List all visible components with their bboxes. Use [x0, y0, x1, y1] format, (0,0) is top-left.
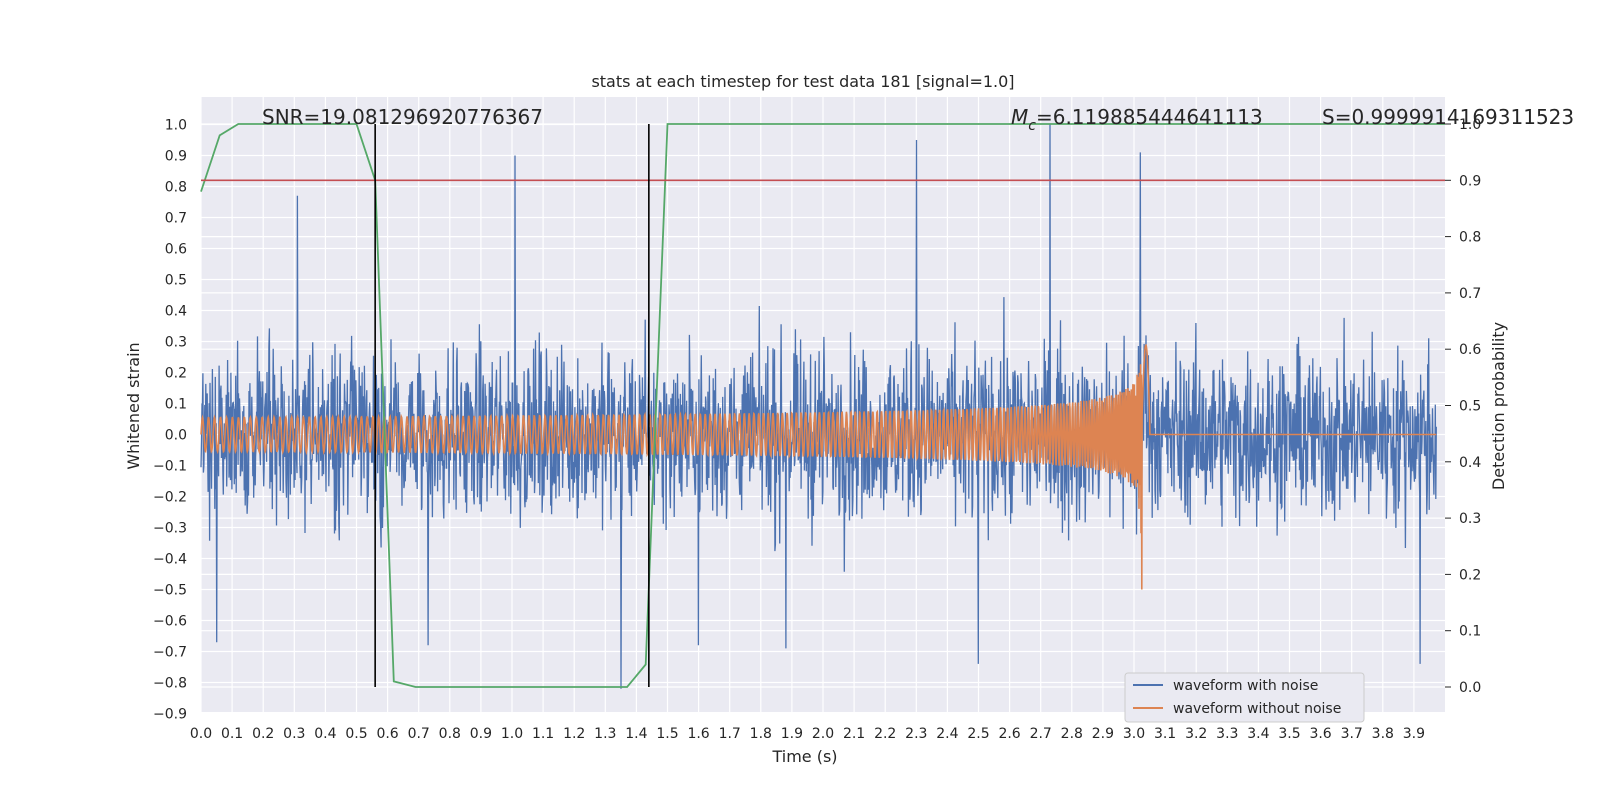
x-tick-label: 2.9 [1092, 726, 1114, 742]
x-tick-label: 2.0 [812, 726, 834, 742]
x-tick-label: 3.4 [1247, 726, 1269, 742]
y-tick-label-left: −0.4 [153, 552, 187, 568]
y-tick-label-right: 0.9 [1459, 173, 1481, 189]
y-tick-label-right: 0.4 [1459, 455, 1481, 471]
y-tick-label-left: 0.4 [165, 304, 187, 320]
x-tick-label: 1.1 [532, 726, 554, 742]
y-tick-label-right: 0.5 [1459, 399, 1481, 415]
x-tick-label: 0.8 [439, 726, 461, 742]
y-tick-label-right: 0.3 [1459, 511, 1481, 527]
chart-title: stats at each timestep for test data 181… [591, 72, 1014, 91]
x-tick-label: 1.9 [781, 726, 803, 742]
x-tick-label: 3.2 [1185, 726, 1207, 742]
legend-box [1124, 672, 1365, 723]
y-tick-label-left: −0.9 [153, 707, 187, 723]
series-detection-probability [200, 123, 1445, 688]
y-tick-label-left: 0.2 [165, 366, 187, 382]
y-tick-label-left: 0.1 [165, 397, 187, 413]
x-tick-label: 1.3 [594, 726, 616, 742]
annotation-snr: SNR=19.081296920776367 [262, 105, 543, 129]
x-tick-label: 3.0 [1123, 726, 1145, 742]
y-tick-label-left: −0.3 [153, 521, 187, 537]
y-tick-label-left: −0.2 [153, 490, 187, 506]
y-tick-label-right: 0.6 [1459, 342, 1481, 358]
x-tick-label: 3.5 [1278, 726, 1300, 742]
x-tick-label: 1.4 [625, 726, 647, 742]
x-tick-label: 2.4 [936, 726, 958, 742]
line-detection-probability [200, 123, 1445, 688]
y-tick-label-left: 0.7 [165, 211, 187, 227]
x-tick-label: 2.6 [998, 726, 1020, 742]
y-tick-label-left: 0.8 [165, 180, 187, 196]
x-tick-label: 1.6 [687, 726, 709, 742]
annotation-chirp-mass: Mc=6.119885444641113 [1011, 105, 1263, 134]
x-tick-label: 1.5 [656, 726, 678, 742]
legend: waveform with noise waveform without noi… [1124, 672, 1365, 723]
legend-label-noise: waveform with noise [1173, 678, 1318, 694]
y-tick-label-right: 0.0 [1459, 680, 1481, 696]
y-axis-label-left: Whitened strain [124, 342, 143, 469]
x-tick-label: 0.6 [376, 726, 398, 742]
y-tick-label-left: −0.7 [153, 645, 187, 661]
x-tick-label: 2.2 [874, 726, 896, 742]
x-tick-label: 2.7 [1030, 726, 1052, 742]
line-waveform-without-noise [200, 344, 1437, 590]
y-tick-label-left: −0.8 [153, 676, 187, 692]
y-tick-label-right: 0.8 [1459, 230, 1481, 246]
y-tick-label-left: 0.5 [165, 273, 187, 289]
x-tick-label: 3.7 [1341, 726, 1363, 742]
x-tick-label: 0.7 [408, 726, 430, 742]
x-tick-label: 2.1 [843, 726, 865, 742]
x-tick-label: 1.7 [719, 726, 741, 742]
y-tick-label-left: −0.6 [153, 614, 187, 630]
x-tick-label: 0.3 [283, 726, 305, 742]
x-tick-label: 0.2 [252, 726, 274, 742]
series-waveform-without-noise [200, 344, 1437, 590]
x-tick-label: 2.3 [905, 726, 927, 742]
y-tick-label-left: 1.0 [165, 118, 187, 134]
y-tick-label-left: 0.6 [165, 242, 187, 258]
x-tick-label: 1.8 [750, 726, 772, 742]
y-tick-label-left: 0.9 [165, 149, 187, 165]
y-tick-label-right: 0.1 [1459, 624, 1481, 640]
y-tick-label-left: 0.0 [165, 428, 187, 444]
y-tick-label-left: −0.5 [153, 583, 187, 599]
x-tick-label: 3.1 [1154, 726, 1176, 742]
axis-ticks: 0.0 0.1 0.2 0.3 0.4 0.5 0.6 0.7 0.8 0.9 1.0 1.1 1.2 1… [153, 117, 1481, 742]
y-tick-label-left: 0.3 [165, 335, 187, 351]
x-axis-label: Time (s) [771, 747, 837, 766]
x-tick-label: 1.0 [501, 726, 523, 742]
x-tick-label: 0.1 [221, 726, 243, 742]
y-tick-label-right: 0.2 [1459, 567, 1481, 583]
x-tick-label: 3.8 [1372, 726, 1394, 742]
annotation-score: S=0.9999914169311523 [1322, 105, 1574, 129]
threshold-and-markers [201, 124, 1445, 687]
x-tick-label: 3.6 [1309, 726, 1331, 742]
x-tick-label: 2.8 [1061, 726, 1083, 742]
x-tick-label: 1.2 [563, 726, 585, 742]
x-tick-label: 0.9 [470, 726, 492, 742]
x-tick-label: 2.5 [967, 726, 989, 742]
x-tick-label: 3.9 [1403, 726, 1425, 742]
x-tick-label: 0.5 [345, 726, 367, 742]
x-tick-label: 3.3 [1216, 726, 1238, 742]
annotation-mc-value: =6.119885444641113 [1036, 105, 1263, 129]
annotation-mc-symbol: M [1011, 105, 1028, 129]
x-tick-label: 0.4 [314, 726, 336, 742]
y-tick-label-right: 0.7 [1459, 286, 1481, 302]
y-tick-label-right: 1.0 [1459, 117, 1481, 133]
x-tick-label: 0.0 [190, 726, 212, 742]
annotation-mc-subscript: c [1028, 118, 1036, 134]
y-tick-label-left: −0.1 [153, 459, 187, 475]
y-axis-label-right: Detection probability [1489, 322, 1508, 490]
legend-label-clean: waveform without noise [1173, 701, 1341, 717]
